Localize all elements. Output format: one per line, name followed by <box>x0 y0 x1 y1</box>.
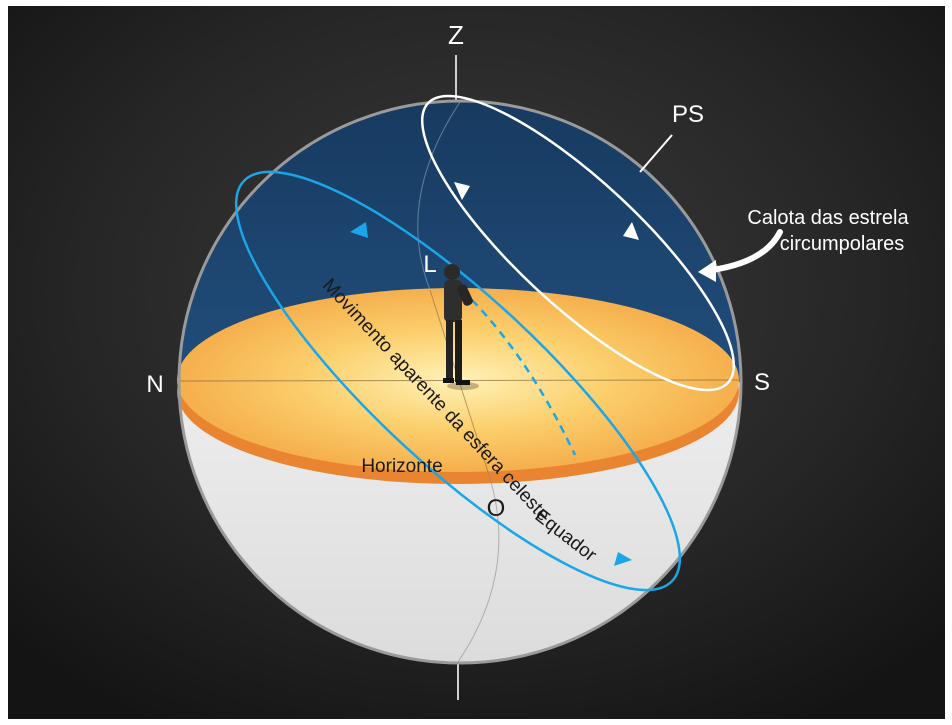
east-label: L <box>423 251 436 278</box>
circumpolar-path <box>420 94 736 392</box>
south-pole-label: PS <box>672 101 704 128</box>
cap-label-line1: Calota das estrela <box>747 207 909 229</box>
north-label: N <box>146 371 163 398</box>
prime-vertical-lower <box>457 471 500 663</box>
equator-dashed-segment <box>471 299 577 456</box>
sphere-outline <box>177 99 743 665</box>
south-label: S <box>754 369 770 396</box>
circumpolar-arrow-2 <box>623 222 639 240</box>
horizon-label: Horizonte <box>361 456 442 477</box>
west-label: O <box>487 495 506 522</box>
curved-arrow-head <box>698 260 716 282</box>
equator-arrow-2 <box>614 552 632 566</box>
prime-vertical-upper <box>417 101 461 291</box>
ps-pointer <box>639 134 673 173</box>
zenith-label: Z <box>448 20 464 50</box>
cap-label-line2: circumpolares <box>780 233 904 255</box>
observer-figure <box>443 264 479 390</box>
curved-arrow-icon <box>709 229 783 273</box>
circumpolar-arrow-1 <box>454 182 470 200</box>
equator-path <box>234 170 682 592</box>
equator-arrow-1 <box>350 222 368 238</box>
